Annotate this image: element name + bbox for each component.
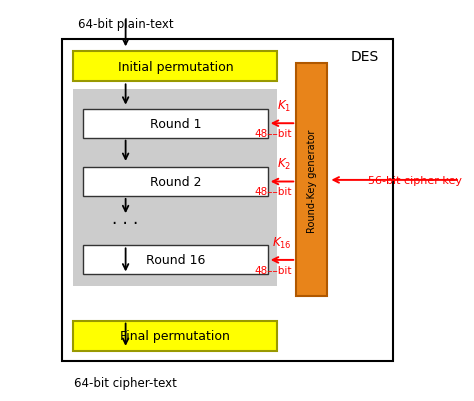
Text: $K_1$: $K_1$: [277, 99, 292, 114]
Text: Round 16: Round 16: [146, 254, 205, 267]
Bar: [83, 246, 268, 275]
Text: $K_2$: $K_2$: [277, 157, 292, 172]
Bar: [83, 168, 268, 196]
Text: 48––bit: 48––bit: [254, 265, 292, 275]
Bar: [73, 321, 277, 351]
Text: Initial permutation: Initial permutation: [118, 61, 233, 74]
Text: Round-Key generator: Round-Key generator: [307, 129, 317, 232]
Bar: [73, 90, 277, 287]
Text: Final permutation: Final permutation: [120, 329, 230, 342]
Bar: [73, 52, 277, 82]
Text: 48––bit: 48––bit: [254, 129, 292, 139]
Text: Round 1: Round 1: [150, 117, 201, 130]
Text: 56-bit cipher key: 56-bit cipher key: [368, 176, 462, 185]
Text: 64-bit cipher-text: 64-bit cipher-text: [74, 376, 177, 389]
Text: DES: DES: [351, 50, 379, 64]
Text: Round 2: Round 2: [150, 176, 201, 188]
Bar: [83, 109, 268, 138]
Text: . . .: . . .: [112, 210, 139, 227]
Bar: [62, 40, 393, 361]
Bar: [296, 64, 327, 297]
Text: 64-bit plain-text: 64-bit plain-text: [78, 18, 173, 31]
Text: 48––bit: 48––bit: [254, 187, 292, 197]
Text: $K_{16}$: $K_{16}$: [272, 235, 292, 250]
